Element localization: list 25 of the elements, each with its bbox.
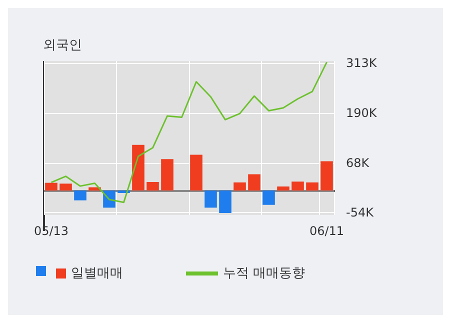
bar — [74, 190, 86, 200]
legend-label: 일별매매 — [71, 266, 123, 281]
y-tick-label: 313K — [346, 56, 378, 70]
y-tick-label: 190K — [346, 106, 378, 120]
bar — [204, 190, 217, 208]
bar — [320, 161, 333, 191]
bar — [146, 182, 159, 191]
bar — [132, 144, 144, 191]
x-tick-label: 06/11 — [309, 224, 344, 238]
bar — [219, 190, 232, 213]
chart-title: 외국인 — [43, 38, 82, 53]
bar — [60, 184, 72, 191]
legend-label: 누적 매매동향 — [223, 266, 306, 281]
y-tick-label: 68K — [346, 156, 370, 170]
y-tick-label: -54K — [346, 206, 375, 220]
bar — [161, 159, 174, 191]
bar — [277, 186, 290, 191]
bar — [234, 182, 246, 191]
bar — [45, 182, 58, 191]
bar — [292, 182, 304, 191]
bar — [306, 182, 318, 191]
bar — [248, 174, 260, 191]
bar — [190, 154, 202, 191]
line-series — [50, 61, 328, 204]
bar — [262, 190, 275, 205]
